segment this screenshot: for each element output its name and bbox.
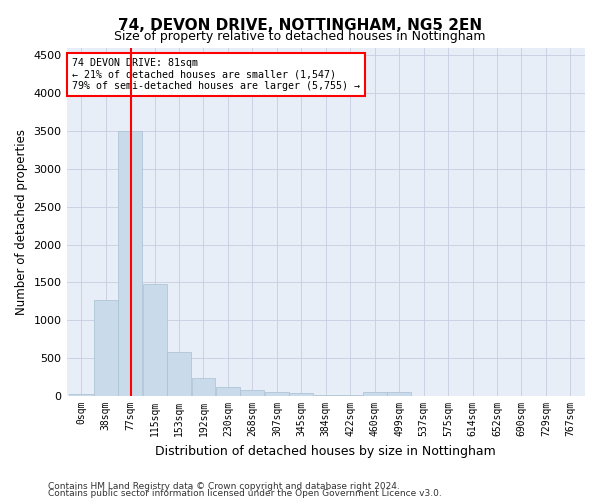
Text: Size of property relative to detached houses in Nottingham: Size of property relative to detached ho… — [114, 30, 486, 43]
Bar — [167, 352, 191, 396]
Bar — [338, 395, 362, 396]
Bar — [191, 378, 215, 396]
Bar — [314, 394, 338, 396]
Bar — [265, 392, 289, 396]
Text: 74, DEVON DRIVE, NOTTINGHAM, NG5 2EN: 74, DEVON DRIVE, NOTTINGHAM, NG5 2EN — [118, 18, 482, 32]
Text: Contains public sector information licensed under the Open Government Licence v3: Contains public sector information licen… — [48, 490, 442, 498]
X-axis label: Distribution of detached houses by size in Nottingham: Distribution of detached houses by size … — [155, 444, 496, 458]
Bar — [94, 300, 118, 396]
Bar — [216, 387, 240, 396]
Text: 74 DEVON DRIVE: 81sqm
← 21% of detached houses are smaller (1,547)
79% of semi-d: 74 DEVON DRIVE: 81sqm ← 21% of detached … — [72, 58, 360, 91]
Text: Contains HM Land Registry data © Crown copyright and database right 2024.: Contains HM Land Registry data © Crown c… — [48, 482, 400, 491]
Bar — [387, 392, 411, 396]
Bar — [69, 394, 93, 396]
Bar — [289, 394, 313, 396]
Bar — [118, 131, 142, 396]
Bar — [143, 284, 167, 396]
Bar — [362, 392, 386, 396]
Y-axis label: Number of detached properties: Number of detached properties — [15, 129, 28, 315]
Bar — [241, 390, 265, 396]
